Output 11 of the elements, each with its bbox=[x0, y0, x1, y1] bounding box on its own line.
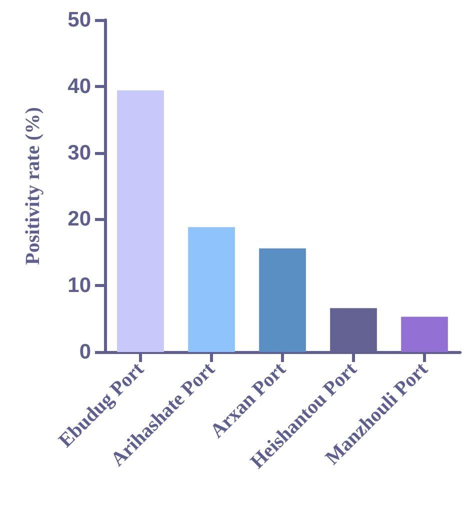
bar bbox=[259, 248, 306, 352]
bar bbox=[117, 90, 164, 352]
y-tick-label: 0 bbox=[79, 340, 91, 364]
y-tick-label: 40 bbox=[68, 74, 91, 98]
bar bbox=[188, 227, 235, 352]
y-axis-title: Positivity rate (%) bbox=[22, 107, 44, 265]
y-tick-label: 30 bbox=[68, 141, 91, 164]
bar bbox=[401, 316, 448, 352]
y-tick-label: 10 bbox=[68, 274, 91, 298]
y-tick-label: 20 bbox=[68, 208, 91, 231]
y-tick-label: 50 bbox=[68, 8, 91, 32]
